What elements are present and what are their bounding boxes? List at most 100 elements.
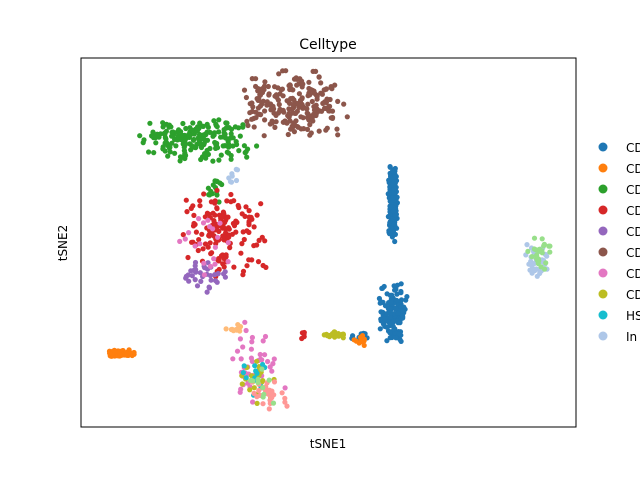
data-point — [245, 122, 251, 129]
data-point — [533, 266, 540, 272]
data-point — [300, 115, 306, 121]
data-point — [250, 399, 256, 405]
data-point — [209, 250, 215, 256]
data-point — [195, 247, 201, 254]
data-point — [235, 202, 241, 209]
data-point — [192, 243, 198, 249]
data-point — [539, 236, 545, 242]
data-point — [543, 260, 549, 266]
data-point — [182, 151, 188, 158]
legend-label: CD — [626, 141, 640, 155]
data-point — [301, 126, 307, 132]
data-point — [260, 401, 266, 407]
data-point — [219, 213, 225, 220]
data-point — [252, 363, 258, 369]
legend-label: HS — [626, 309, 640, 323]
data-point — [266, 92, 272, 98]
data-point — [218, 134, 224, 140]
data-point — [244, 118, 250, 124]
data-point — [398, 338, 404, 344]
data-point — [393, 305, 399, 312]
data-point — [188, 147, 194, 153]
data-point — [299, 335, 305, 342]
data-point — [394, 194, 400, 200]
data-point — [261, 133, 267, 139]
data-point — [301, 329, 307, 336]
data-point — [322, 99, 328, 105]
data-point — [206, 233, 212, 239]
data-point — [205, 217, 211, 223]
data-point — [231, 264, 237, 270]
data-point — [205, 244, 211, 250]
data-point — [307, 132, 313, 138]
data-point — [270, 400, 277, 406]
data-point — [222, 143, 228, 149]
data-point — [169, 129, 175, 135]
data-point — [233, 166, 239, 172]
data-point — [189, 239, 195, 245]
data-point — [196, 125, 202, 131]
data-point — [274, 94, 280, 100]
data-point — [201, 191, 207, 197]
data-point — [207, 263, 213, 269]
legend-label: CD — [626, 162, 640, 176]
data-point — [191, 220, 197, 227]
data-point — [298, 102, 304, 108]
data-point — [160, 120, 166, 126]
data-point — [197, 270, 203, 276]
data-point — [284, 98, 290, 104]
data-point — [211, 218, 217, 224]
data-point — [271, 356, 277, 362]
data-point — [388, 299, 394, 305]
data-point — [228, 156, 234, 162]
data-point — [547, 243, 553, 249]
data-point — [219, 181, 225, 188]
data-point — [169, 133, 175, 139]
data-point — [251, 243, 257, 249]
data-point — [191, 212, 197, 218]
data-point — [286, 106, 292, 112]
data-point — [259, 366, 265, 372]
data-point — [182, 236, 188, 242]
data-point — [213, 121, 219, 127]
data-point — [291, 129, 297, 135]
data-point — [528, 258, 534, 264]
data-point — [386, 228, 392, 234]
data-point — [326, 108, 332, 114]
data-point — [255, 259, 262, 265]
data-point — [294, 76, 300, 82]
data-point — [310, 118, 316, 124]
data-point — [381, 316, 388, 322]
data-point — [271, 379, 278, 385]
data-point — [209, 191, 215, 197]
data-point — [222, 274, 228, 280]
data-point — [183, 197, 189, 203]
data-point — [324, 125, 330, 131]
data-point — [212, 198, 218, 204]
data-point — [197, 241, 203, 247]
data-point — [344, 114, 350, 120]
data-point — [194, 283, 201, 289]
legend-marker — [598, 184, 608, 194]
data-point — [205, 124, 211, 130]
data-point — [265, 83, 271, 90]
data-point — [306, 79, 312, 85]
data-point — [218, 152, 224, 158]
data-point — [260, 338, 266, 344]
data-point — [307, 122, 313, 128]
data-point — [225, 214, 231, 220]
data-point — [341, 101, 347, 107]
data-point — [294, 124, 301, 130]
data-point — [243, 94, 249, 101]
data-point — [225, 259, 231, 265]
data-point — [390, 208, 397, 214]
data-point — [304, 126, 311, 132]
data-point — [193, 229, 199, 235]
data-point — [206, 285, 213, 291]
data-point — [248, 214, 254, 220]
data-point — [392, 287, 398, 293]
legend-label: CD — [626, 204, 640, 218]
data-point — [393, 335, 399, 341]
data-point — [191, 131, 197, 137]
data-point — [207, 145, 213, 152]
